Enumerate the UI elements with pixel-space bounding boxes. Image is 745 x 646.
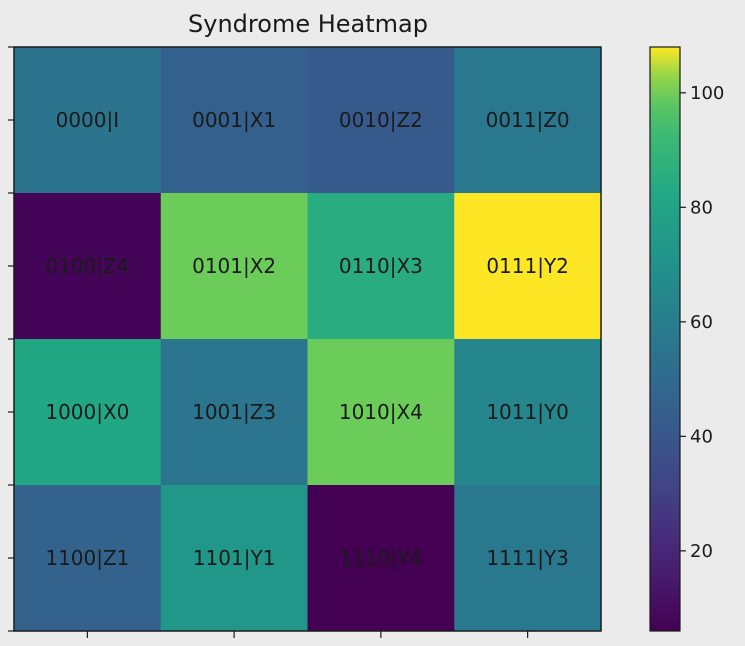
colorbar-gradient	[649, 46, 681, 632]
heatmap-cells: 0000|I 0001|X1 0010|Z2 0011|Z0 0100|Z4 0101|X…	[14, 47, 602, 632]
cell-label: 0001|X1	[192, 108, 276, 132]
heatmap-cell	[454, 47, 602, 194]
heatmap-cell	[454, 193, 602, 340]
cell-label: 1001|Z3	[192, 400, 276, 424]
cell-label: 1101|Y1	[193, 546, 276, 570]
colorbar: 20 40 60 80 100	[649, 46, 724, 632]
cell-label: 0011|Z0	[486, 108, 570, 132]
heatmap-cell	[14, 485, 162, 632]
heatmap-cell	[307, 193, 455, 340]
heatmap-cell	[160, 193, 308, 340]
heatmap-cell	[160, 47, 308, 194]
heatmap-cell	[454, 485, 602, 632]
cell-label: 0010|Z2	[339, 108, 423, 132]
cell-label: 1100|Z1	[45, 546, 129, 570]
cell-label: 1111|Y3	[486, 546, 569, 570]
heatmap-cell	[307, 485, 455, 632]
chart-title: Syndrome Heatmap	[188, 10, 428, 38]
colorbar-tick-label: 60	[690, 312, 713, 333]
cell-label: 0110|X3	[339, 254, 423, 278]
colorbar-tick-label: 40	[690, 426, 713, 447]
cell-label: 0111|Y2	[486, 254, 569, 278]
colorbar-tick-label: 80	[690, 197, 713, 218]
cell-label: 1011|Y0	[486, 400, 569, 424]
colorbar-tick-label: 20	[690, 541, 713, 562]
heatmap-axes	[8, 46, 602, 638]
heatmap-cell	[14, 47, 162, 194]
heatmap-cell	[160, 339, 308, 486]
heatmap-cell	[160, 485, 308, 632]
cell-label: 1110|Y4	[340, 546, 423, 570]
heatmap-cell	[14, 193, 162, 340]
cell-label: 0100|Z4	[45, 254, 129, 278]
heatmap-cell	[14, 339, 162, 486]
cell-label: 0101|X2	[192, 254, 276, 278]
cell-label: 1000|X0	[45, 400, 129, 424]
heatmap-cell	[307, 47, 455, 194]
heatmap-cell	[307, 339, 455, 486]
heatmap-cell	[454, 339, 602, 486]
cell-label: 1010|X4	[339, 400, 423, 424]
cell-label: 0000|I	[56, 108, 120, 132]
colorbar-tick-label: 100	[690, 83, 724, 104]
